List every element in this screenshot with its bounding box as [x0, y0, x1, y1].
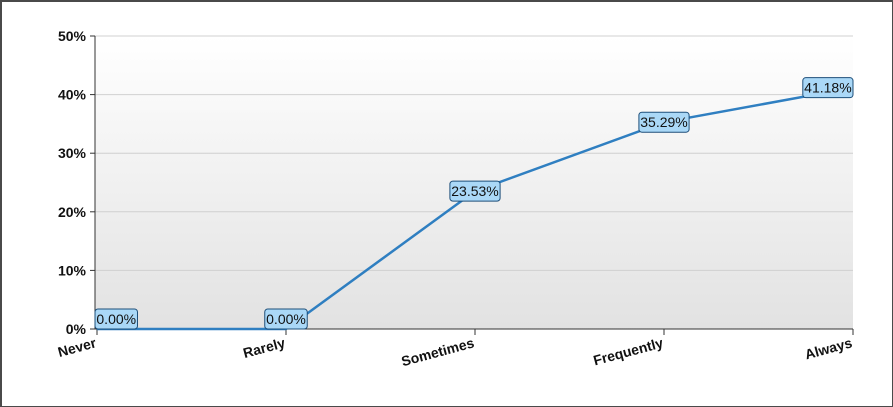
data-label: 0.00% — [94, 308, 138, 330]
y-tick-label: 30% — [58, 145, 87, 161]
y-tick-label: 20% — [58, 204, 87, 220]
x-tick-label: Never — [56, 334, 98, 360]
x-tick-label: Frequently — [591, 334, 664, 368]
x-tick-label: Always — [803, 334, 854, 362]
data-label-box — [449, 180, 501, 202]
data-label: 0.00% — [264, 308, 308, 330]
data-label-box — [638, 111, 690, 133]
data-label-text: 0.00% — [266, 311, 306, 327]
data-label: 35.29% — [638, 111, 690, 133]
data-label-text: 35.29% — [640, 114, 687, 130]
data-label: 23.53% — [449, 180, 501, 202]
data-label-box — [264, 308, 308, 330]
data-label-text: 41.18% — [804, 80, 851, 96]
y-tick-label: 50% — [58, 28, 87, 44]
data-label: 41.18% — [802, 77, 854, 99]
data-label-text: 0.00% — [96, 311, 136, 327]
y-tick-label: 40% — [58, 87, 87, 103]
x-axis-ticks: Never Rarely Sometimes Frequently Always — [56, 329, 854, 369]
data-label-text: 23.53% — [451, 183, 498, 199]
x-tick-label: Rarely — [241, 334, 287, 361]
y-axis-ticks: 0% 10% 20% 30% 40% 50% — [58, 28, 95, 337]
y-tick-label: 0% — [66, 321, 87, 337]
data-label-box — [802, 77, 854, 99]
y-tick-label: 10% — [58, 262, 87, 278]
data-label-box — [94, 308, 138, 330]
data-labels: 0.00% 0.00% 23.53% 35.29% 41.18% — [94, 77, 854, 330]
gridlines — [95, 35, 853, 271]
x-tick-label: Sometimes — [399, 334, 475, 369]
